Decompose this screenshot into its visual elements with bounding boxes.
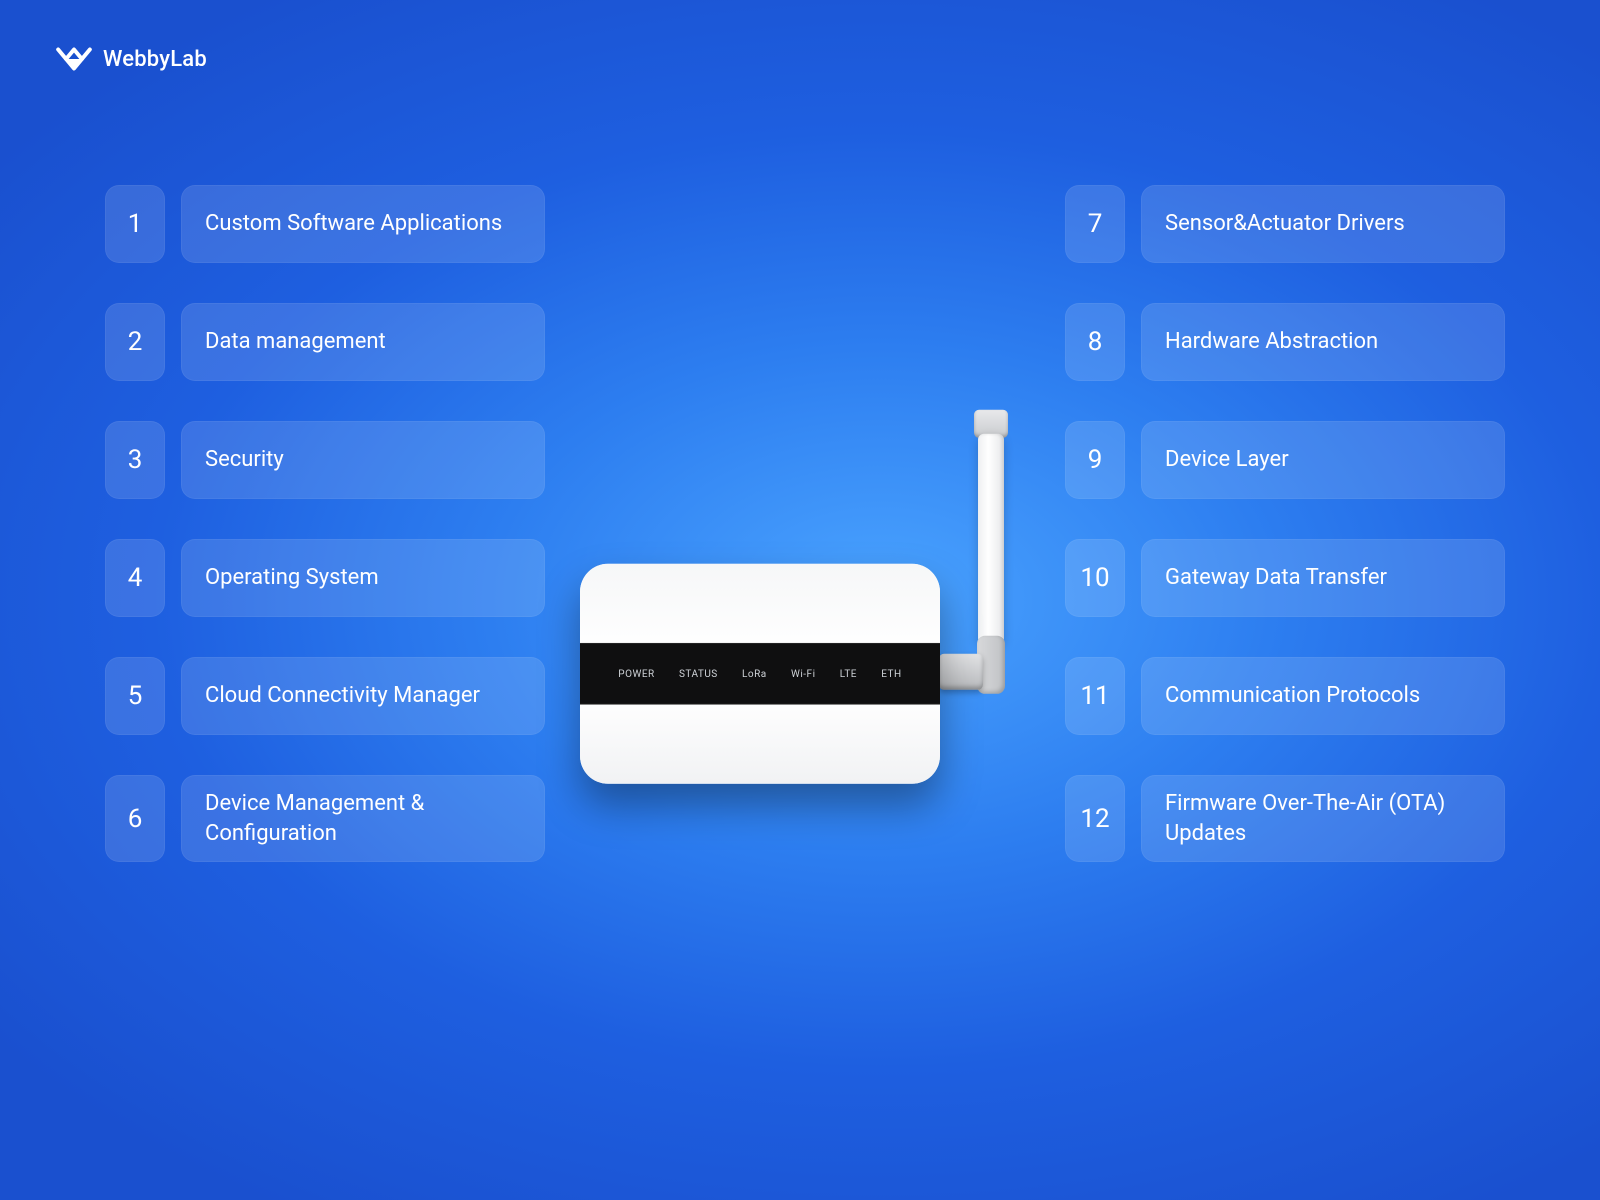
list-item: 1 Custom Software Applications [105,185,545,263]
item-number: 8 [1065,303,1125,381]
item-label: Communication Protocols [1141,657,1505,735]
item-number: 6 [105,775,165,862]
brand-logo: WebbyLab [55,40,207,78]
led-label: STATUS [679,668,718,679]
item-number: 5 [105,657,165,735]
item-number: 3 [105,421,165,499]
list-item: 6 Device Management & Configuration [105,775,545,862]
led-label: Wi-Fi [791,668,816,679]
list-item: 7 Sensor&Actuator Drivers [1065,185,1505,263]
item-number: 10 [1065,539,1125,617]
item-label: Sensor&Actuator Drivers [1141,185,1505,263]
item-number: 1 [105,185,165,263]
list-item: 4 Operating System [105,539,545,617]
item-label: Operating System [181,539,545,617]
brand-name: WebbyLab [103,47,207,72]
antenna-connector [939,654,983,690]
item-label: Cloud Connectivity Manager [181,657,545,735]
brand-logo-icon [55,40,93,78]
device-led-band: POWER STATUS LoRa Wi-Fi LTE ETH [580,643,940,705]
led-label: LTE [840,668,857,679]
item-number: 2 [105,303,165,381]
list-item: 2 Data management [105,303,545,381]
list-item: 8 Hardware Abstraction [1065,303,1505,381]
list-item: 5 Cloud Connectivity Manager [105,657,545,735]
antenna-shaft [978,434,1004,644]
item-label: Firmware Over-The-Air (OTA) Updates [1141,775,1505,862]
item-label: Device Management & Configuration [181,775,545,862]
list-item: 10 Gateway Data Transfer [1065,539,1505,617]
item-label: Custom Software Applications [181,185,545,263]
right-column: 7 Sensor&Actuator Drivers 8 Hardware Abs… [1065,185,1505,1080]
left-column: 1 Custom Software Applications 2 Data ma… [105,185,545,1080]
led-label: POWER [618,668,654,679]
item-label: Data management [181,303,545,381]
item-number: 11 [1065,657,1125,735]
device-illustration: POWER STATUS LoRa Wi-Fi LTE ETH [565,384,1035,854]
led-label: LoRa [742,668,767,679]
item-label: Security [181,421,545,499]
item-number: 12 [1065,775,1125,862]
list-item: 11 Communication Protocols [1065,657,1505,735]
item-label: Gateway Data Transfer [1141,539,1505,617]
item-number: 7 [1065,185,1125,263]
list-item: 12 Firmware Over-The-Air (OTA) Updates [1065,775,1505,862]
led-label: ETH [881,668,901,679]
item-number: 9 [1065,421,1125,499]
item-label: Hardware Abstraction [1141,303,1505,381]
item-label: Device Layer [1141,421,1505,499]
list-item: 3 Security [105,421,545,499]
infographic-canvas: WebbyLab 1 Custom Software Applications … [0,0,1600,1200]
item-number: 4 [105,539,165,617]
gateway-device: POWER STATUS LoRa Wi-Fi LTE ETH [580,564,940,784]
list-item: 9 Device Layer [1065,421,1505,499]
